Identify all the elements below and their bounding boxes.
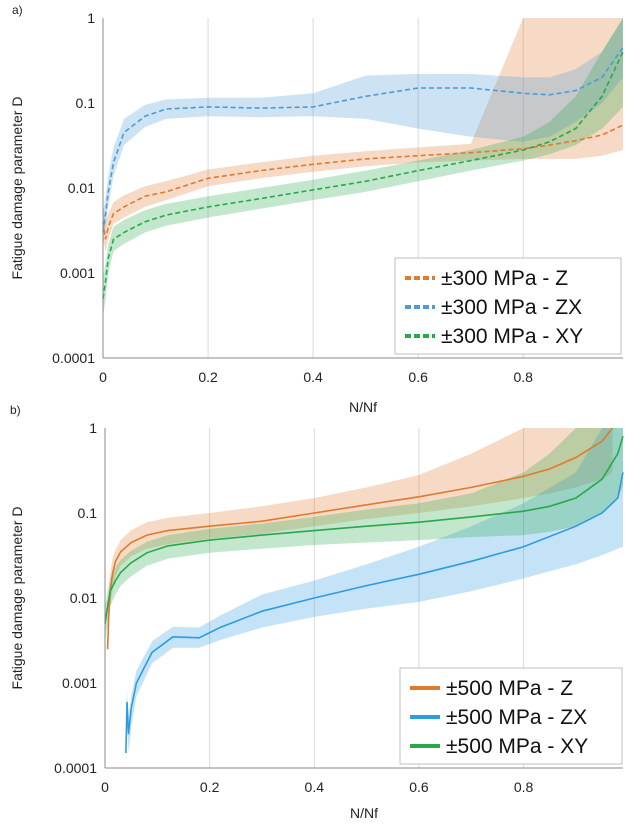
x-tick-label: 0.8	[514, 779, 534, 795]
y-tick-label: 0.001	[62, 675, 97, 691]
y-tick-label: 1	[89, 420, 97, 436]
x-tick-label: 0	[99, 369, 107, 385]
y-tick-label: 0.01	[68, 180, 95, 196]
band-pm500-mpa-xy	[105, 428, 623, 643]
series-line-pm500-mpa-zx	[125, 472, 624, 754]
y-tick-label: 0.0001	[54, 760, 97, 776]
series-line-pm300-mpa-zx	[102, 47, 624, 233]
y-axis-label: Fatigue damage parameter D	[9, 97, 25, 280]
series-line-pm300-mpa-z	[102, 124, 624, 240]
y-tick-label: 0.0001	[52, 350, 95, 366]
series-line-pm500-mpa-xy	[104, 435, 624, 624]
y-tick-label: 1	[87, 10, 95, 26]
legend-label: ±300 MPa - Z	[441, 267, 568, 290]
x-tick-label: 0.6	[409, 779, 429, 795]
y-tick-label: 0.1	[76, 95, 96, 111]
band-pm300-mpa-zx	[103, 18, 623, 248]
x-axis-label: N/Nf	[349, 399, 377, 415]
legend: ±300 MPa - Z ±300 MPa - ZX ±300 MPa - XY	[394, 257, 622, 355]
band-pm500-mpa-z	[107, 428, 613, 658]
x-tick-label: 0.4	[305, 779, 325, 795]
series-line-pm300-mpa-xy	[102, 51, 624, 299]
y-tick-label: 0.001	[60, 265, 95, 281]
x-tick-label: 0.8	[513, 369, 533, 385]
panel-label: a)	[12, 3, 23, 17]
x-tick-label: 0.4	[303, 369, 323, 385]
x-tick-label: 0.2	[198, 369, 218, 385]
legend-label: ±500 MPa - ZX	[446, 706, 587, 729]
x-axis-label: N/Nf	[350, 805, 378, 821]
series-line-pm500-mpa-z	[106, 427, 614, 650]
y-tick-label: 0.01	[70, 590, 97, 606]
band-pm500-mpa-zx	[125, 428, 624, 768]
legend-label: ±500 MPa - XY	[446, 735, 588, 758]
legend-label: ±500 MPa - Z	[446, 677, 573, 700]
x-tick-label: 0.6	[408, 369, 428, 385]
x-tick-label: 0.2	[200, 779, 220, 795]
legend-label: ±300 MPa - ZX	[441, 296, 582, 319]
legend-label: ±300 MPa - XY	[441, 325, 583, 348]
panel-label: b)	[10, 403, 21, 417]
band-pm300-mpa-z	[103, 18, 623, 252]
y-tick-label: 0.1	[78, 505, 98, 521]
legend: ±500 MPa - Z ±500 MPa - ZX ±500 MPa - XY	[399, 667, 623, 765]
y-axis-label: Fatigue damage parameter D	[9, 507, 25, 690]
x-tick-label: 0	[101, 779, 109, 795]
